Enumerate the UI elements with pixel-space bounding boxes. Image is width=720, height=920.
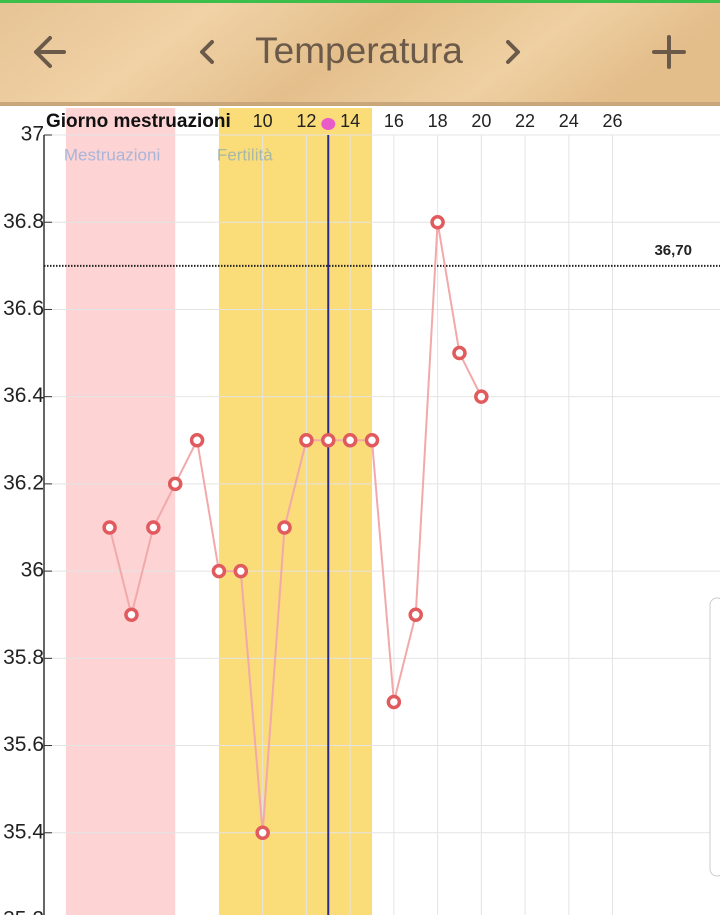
temperature-point [452, 345, 467, 361]
temperature-point [255, 825, 270, 841]
temperature-point [364, 433, 380, 448]
prev-button[interactable] [200, 40, 214, 64]
temperature-point [408, 607, 423, 622]
reference-label: 36,70 [654, 242, 692, 259]
add-button[interactable] [652, 35, 686, 69]
band-label: Fertilità [217, 145, 273, 164]
status-line [0, 0, 720, 3]
x-tick-label: 26 [603, 111, 623, 131]
y-tick-label: 36.6 [3, 297, 44, 320]
temperature-point [474, 389, 489, 404]
y-tick-label: 35.8 [3, 646, 44, 669]
y-tick-label: 36.8 [3, 210, 44, 233]
temperature-point [321, 433, 336, 448]
temperature-point [167, 476, 183, 492]
band [65, 108, 176, 915]
y-tick-label: 37 [21, 123, 44, 146]
x-axis-label: Giorno mestruazioni [46, 111, 231, 132]
temperature-point [430, 214, 445, 230]
plot: 37 36.8 36.6 36.4 36.2 36 35.8 35.6 35.4 35.2 10 12… [3, 108, 720, 920]
temperature-point [299, 433, 314, 448]
temperature-point [386, 694, 402, 710]
temperature-point [277, 520, 292, 535]
band [218, 108, 372, 915]
temperature-point [189, 433, 205, 448]
side-tab[interactable] [709, 597, 720, 877]
back-button[interactable] [34, 36, 66, 68]
app-bar-border [0, 102, 720, 106]
x-tick-label: 10 [253, 111, 273, 131]
y-tick-label: 35.2 [3, 908, 44, 915]
x-tick-label: 12 [296, 111, 316, 131]
temperature-point [233, 563, 249, 579]
x-tick-label: 22 [515, 111, 535, 131]
temperature-point [211, 563, 227, 579]
x-tick-label: 24 [559, 111, 579, 131]
next-button[interactable] [506, 40, 520, 64]
y-tick-label: 35.6 [3, 733, 44, 756]
y-tick-label: 36.4 [3, 384, 44, 407]
y-tick-label: 35.4 [3, 820, 44, 843]
x-tick-label: 16 [384, 111, 404, 131]
temperature-point [102, 520, 117, 535]
x-tick-label: 18 [428, 111, 448, 131]
y-tick-label: 36.2 [3, 471, 44, 494]
band-label: Mestruazioni [64, 145, 160, 164]
temperature-point [146, 520, 161, 535]
temperature-point [124, 607, 139, 622]
temperature-line [108, 222, 483, 833]
temperature-point [342, 433, 358, 448]
y-tick-label: 36 [21, 559, 44, 582]
ovulation-marker [321, 118, 336, 130]
app-bar [0, 0, 720, 106]
x-tick-label: 14 [340, 111, 360, 131]
x-tick-label: 20 [471, 111, 491, 131]
screen-title: Temperatura [255, 30, 463, 71]
